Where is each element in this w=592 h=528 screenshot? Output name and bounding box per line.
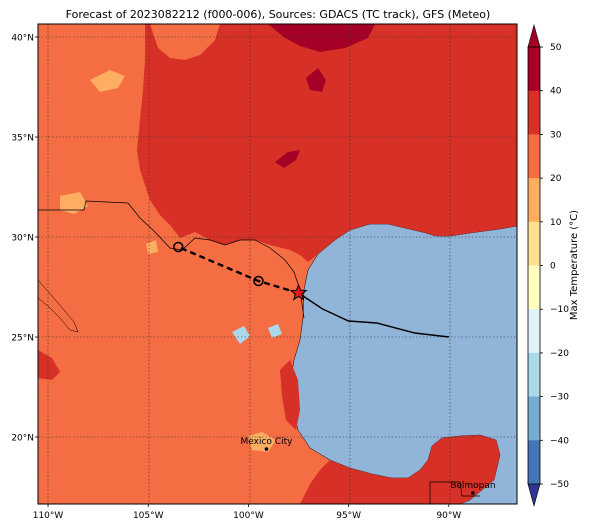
hot-spot-center <box>275 150 300 168</box>
colorbar-tick-label: 40 <box>550 87 562 97</box>
warm-region-north <box>137 24 517 262</box>
colorbar: 50 40 30 20 10 0 −10 −20 −30 −40 −50 Max Temperatu… <box>527 23 580 508</box>
lat-tick-label: 35°N <box>11 134 34 144</box>
colorbar-segment <box>528 440 540 485</box>
colorbar-tick-label: 10 <box>550 218 562 228</box>
colorbar-segment <box>528 90 540 135</box>
city-label: Belmopan <box>450 481 495 491</box>
lat-tick-label: 40°N <box>11 34 34 44</box>
warm-sierra <box>280 360 300 430</box>
colorbar-segment <box>528 396 540 441</box>
colorbar-tick-label: 50 <box>550 43 562 53</box>
hot-spot-north <box>268 24 375 52</box>
colorbar-label: Max Temperature (°C) <box>569 210 580 320</box>
border-line <box>38 200 305 319</box>
colorbar-tick-label: −50 <box>550 480 569 490</box>
cool-patch-2 <box>60 192 88 214</box>
lon-tick-label: 110°W <box>33 511 64 521</box>
colorbar-tick-label: 30 <box>550 130 562 140</box>
city-marker <box>264 447 269 451</box>
colorbar-tick-label: −10 <box>550 305 569 315</box>
forecast-point-marker <box>173 241 184 253</box>
hot-spot-small <box>306 68 326 92</box>
warm-coast-west <box>38 350 60 380</box>
colorbar-segment <box>528 47 540 92</box>
baja-peninsula <box>38 279 79 333</box>
figure-title: Forecast of 2023082212 (f000-006), Sourc… <box>66 8 491 21</box>
colorbar-tick-label: −20 <box>550 349 569 359</box>
gridlines <box>38 24 517 504</box>
storm-position-star-icon <box>289 283 308 301</box>
lon-tick-label: 95°W <box>336 511 361 521</box>
border-line-south <box>429 481 480 504</box>
map-frame <box>37 23 518 505</box>
colorbar-tick-label: 20 <box>550 174 562 184</box>
past-track-line <box>298 292 449 338</box>
colorbar-segment <box>528 309 540 354</box>
colorbar-segment <box>528 265 540 310</box>
cool-patch-1 <box>90 70 125 92</box>
city-marker <box>471 491 475 495</box>
orange-patch-2 <box>104 110 138 170</box>
colorbar-segment <box>528 134 540 179</box>
cool-patch-4 <box>146 240 158 254</box>
colorbar-min-extension <box>527 483 541 508</box>
colorbar-segment <box>528 352 540 398</box>
colorbar-tick-label: −30 <box>550 393 569 403</box>
forecast-point-marker <box>253 275 264 287</box>
lon-tick-label: 90°W <box>436 511 461 521</box>
cold-patch-2 <box>268 324 282 338</box>
lat-tick-label: 30°N <box>11 234 34 244</box>
city-label: Mexico City <box>241 437 294 447</box>
colorbar-segment <box>528 178 540 223</box>
lon-tick-label: 100°W <box>233 511 264 521</box>
colorbar-max-extension <box>527 23 541 48</box>
cold-patch-1 <box>232 326 250 344</box>
colorbar-tick-label: 0 <box>550 262 556 272</box>
colorbar-tick-label: −40 <box>550 436 569 446</box>
lat-tick-label: 25°N <box>11 334 34 344</box>
lon-tick-label: 105°W <box>133 511 164 521</box>
lat-tick-label: 20°N <box>11 434 34 444</box>
orange-patch <box>150 24 220 60</box>
colorbar-segment <box>528 221 540 266</box>
map-panel: Mexico City Belmopan <box>38 24 517 504</box>
forecast-track-line <box>177 245 299 295</box>
